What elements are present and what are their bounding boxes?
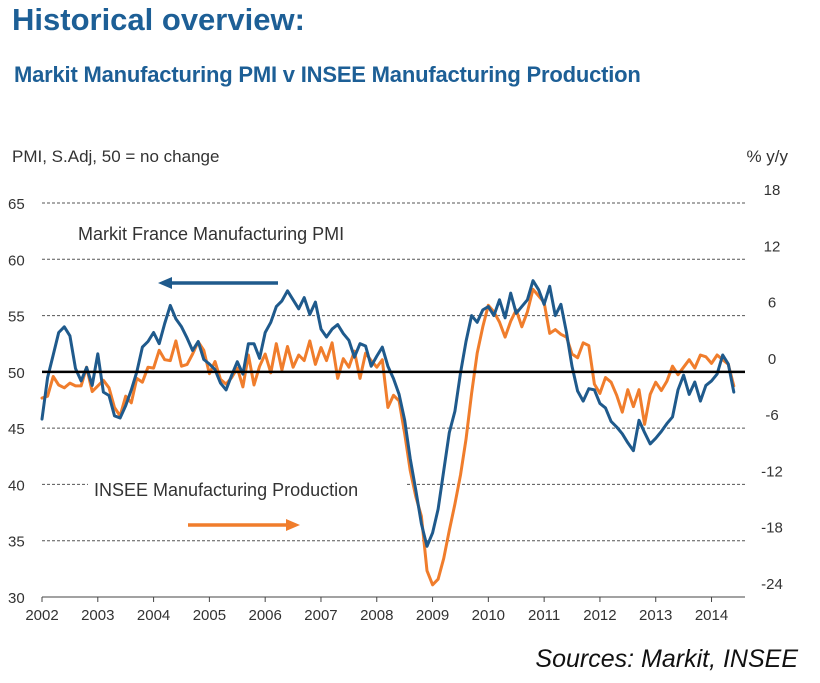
x-tick-label: 2010 [472,607,505,624]
x-tick-label: 2012 [583,607,616,624]
left-tick-label: 65 [8,196,25,213]
left-tick-label: 60 [8,252,25,269]
series-lines [40,279,745,587]
right-tick-label: -18 [761,520,783,537]
pmi-series-label: Markit France Manufacturing PMI [78,224,344,244]
production-series-label: INSEE Manufacturing Production [94,480,358,500]
series-labels: Markit France Manufacturing PMI INSEE Ma… [72,222,406,531]
right-axis-label: % y/y [746,147,788,166]
x-tick-label: 2014 [695,607,728,624]
right-tick-label: -24 [761,576,783,593]
left-tick-label: 35 [8,534,25,551]
right-tick-label: 0 [768,351,776,368]
x-tick-label: 2006 [248,607,281,624]
left-axis-label: PMI, S.Adj, 50 = no change [12,147,219,166]
x-tick-label: 2007 [304,607,337,624]
right-tick-label: 12 [764,238,781,255]
x-tick-label: 2005 [193,607,226,624]
x-tick-label: 2009 [416,607,449,624]
left-tick-label: 45 [8,421,25,438]
right-tick-label: 6 [768,295,776,312]
x-tick-label: 2011 [528,607,560,624]
source-note: Sources: Markit, INSEE [535,645,798,673]
right-tick-label: 18 [764,182,781,199]
x-tick-label: 2003 [81,607,114,624]
right-tick-label: -12 [761,463,783,480]
pmi-series-line [40,279,736,548]
x-tick-label: 2002 [25,607,58,624]
right-tick-label: -6 [765,407,778,424]
x-tick-label: 2004 [137,607,170,624]
left-tick-label: 50 [8,365,25,382]
page-title: Historical overview: [12,2,305,37]
left-tick-label: 55 [8,309,25,326]
left-tick-label: 30 [8,590,25,607]
chart-subtitle: Markit Manufacturing PMI v INSEE Manufac… [14,62,641,87]
left-tick-label: 40 [8,477,25,494]
production-direction-arrow [188,519,300,531]
pmi-direction-arrow [158,277,278,289]
production-series-line [40,287,736,587]
x-tick-label: 2013 [639,607,672,624]
x-tick-label: 2008 [360,607,393,624]
